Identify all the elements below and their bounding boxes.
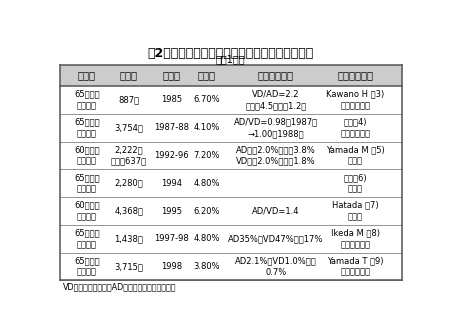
Text: 1994: 1994 (161, 179, 182, 188)
Text: 中島ら6)
京都府: 中島ら6) 京都府 (344, 173, 367, 194)
Text: 調査年: 調査年 (162, 71, 180, 81)
Text: 887人: 887人 (118, 95, 140, 104)
Text: 1992-96: 1992-96 (154, 151, 189, 160)
Text: 対　象: 対 象 (78, 71, 96, 81)
Text: 福西ら4)
香川県三木町: 福西ら4) 香川県三木町 (341, 118, 370, 138)
Text: Hatada ら7)
長崎県: Hatada ら7) 長崎県 (332, 201, 379, 221)
Text: 65歳以上
地域住民: 65歳以上 地域住民 (74, 256, 100, 277)
Text: 2,280人: 2,280人 (114, 179, 143, 188)
Text: 1995: 1995 (161, 207, 182, 215)
Text: AD35%，VD47%，他17%: AD35%，VD47%，他17% (228, 234, 324, 243)
Text: 3,754人: 3,754人 (114, 123, 143, 132)
Text: VD：脳血管性痴呆，AD：アルツハイマー型痴呆: VD：脳血管性痴呆，AD：アルツハイマー型痴呆 (63, 282, 177, 291)
Text: VD/AD=2.2
（男性4.5，女性1.2）: VD/AD=2.2 （男性4.5，女性1.2） (245, 90, 306, 110)
Text: 65歳以上
地域住民: 65歳以上 地域住民 (74, 228, 100, 249)
Text: 表2　我が国の主な疫学調査による痴呆の有病率: 表2 我が国の主な疫学調査による痴呆の有病率 (148, 47, 314, 60)
Text: AD2.1%，VD1.0%，他
0.7%: AD2.1%，VD1.0%，他 0.7% (235, 256, 317, 277)
Text: 6.70%: 6.70% (194, 95, 220, 104)
Text: 1987-88: 1987-88 (154, 123, 189, 132)
Text: 4,368人: 4,368人 (114, 207, 143, 215)
Text: 報告者・地域: 報告者・地域 (338, 71, 374, 81)
Text: 4.80%: 4.80% (194, 179, 220, 188)
Text: 65歳以上
地域住民: 65歳以上 地域住民 (74, 118, 100, 138)
Text: 1998: 1998 (161, 262, 182, 271)
Text: 65歳以上
地域住民: 65歳以上 地域住民 (74, 173, 100, 194)
Text: 4.10%: 4.10% (194, 123, 220, 132)
Text: Yamada M ら5)
広島県: Yamada M ら5) 広島県 (326, 145, 385, 166)
Text: Ikeda M ら8)
愛媛県松山町: Ikeda M ら8) 愛媛県松山町 (331, 228, 380, 249)
Text: 4.80%: 4.80% (194, 234, 220, 243)
Text: Kawano H ら3)
福岡県久山町: Kawano H ら3) 福岡県久山町 (326, 90, 385, 110)
Text: 有病率: 有病率 (198, 71, 216, 81)
Text: 文献1より: 文献1より (216, 54, 245, 65)
Text: 3,715人: 3,715人 (114, 262, 143, 271)
Text: 痴呆のタイプ: 痴呆のタイプ (258, 71, 294, 81)
Text: 1997-98: 1997-98 (154, 234, 189, 243)
Text: 6.20%: 6.20% (194, 207, 220, 215)
Text: 65歳以上
地域住民: 65歳以上 地域住民 (74, 90, 100, 110)
Text: 60歳以上
地域住民: 60歳以上 地域住民 (74, 201, 100, 221)
Text: AD/VD=0.98（1987）
→1.00（1988）: AD/VD=0.98（1987） →1.00（1988） (234, 118, 318, 138)
Text: 60歳以上
地域住民: 60歳以上 地域住民 (74, 145, 100, 166)
Text: 2,222人
（男性637）: 2,222人 （男性637） (111, 145, 147, 166)
Text: 1985: 1985 (161, 95, 182, 104)
Text: 3.80%: 3.80% (194, 262, 220, 271)
Text: AD/VD=1.4: AD/VD=1.4 (252, 207, 300, 215)
Text: 7.20%: 7.20% (194, 151, 220, 160)
Text: 人　数: 人 数 (120, 71, 138, 81)
Text: 1,438人: 1,438人 (114, 234, 143, 243)
Text: Yamada T ら9)
京都府網野町: Yamada T ら9) 京都府網野町 (327, 256, 384, 277)
Text: AD男性2.0%，女性3.8%
VD男性2.0%，女性1.8%: AD男性2.0%，女性3.8% VD男性2.0%，女性1.8% (236, 145, 316, 166)
Bar (60, 65, 401, 86)
